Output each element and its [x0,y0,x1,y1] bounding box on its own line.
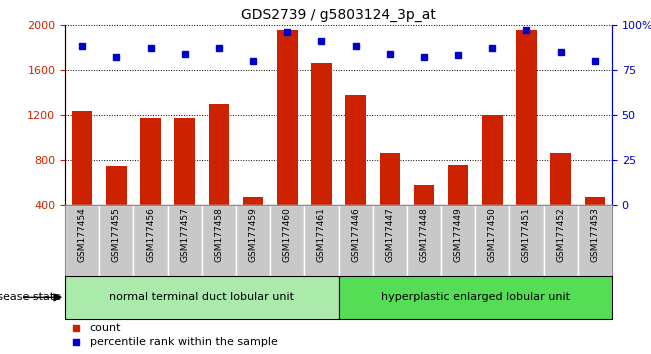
Bar [236,205,270,276]
Bar [441,205,475,276]
Bar [345,95,366,205]
Bar [339,276,612,319]
Text: GSM177459: GSM177459 [249,207,258,262]
Bar [304,205,339,276]
Bar [475,205,509,276]
Text: count: count [90,322,121,332]
Bar [168,205,202,276]
Bar [550,153,571,205]
Bar [72,110,92,205]
Text: hyperplastic enlarged lobular unit: hyperplastic enlarged lobular unit [381,292,570,302]
Text: percentile rank within the sample: percentile rank within the sample [90,337,277,348]
Bar [208,104,229,205]
Text: GSM177446: GSM177446 [351,207,360,262]
Bar [140,119,161,205]
Bar [65,276,339,319]
Text: GSM177460: GSM177460 [283,207,292,262]
Bar [407,205,441,276]
Text: GSM177461: GSM177461 [317,207,326,262]
Text: GSM177453: GSM177453 [590,207,600,262]
Bar [509,205,544,276]
Bar [65,205,99,276]
Text: GSM177455: GSM177455 [112,207,121,262]
Bar [372,205,407,276]
Bar [339,205,372,276]
Bar [516,30,536,205]
Bar [202,205,236,276]
Text: GSM177452: GSM177452 [556,207,565,262]
Bar [448,165,468,205]
Bar [270,205,304,276]
Text: GSM177454: GSM177454 [77,207,87,262]
Bar [585,198,605,205]
Text: GSM177451: GSM177451 [522,207,531,262]
Text: normal terminal duct lobular unit: normal terminal duct lobular unit [109,292,294,302]
Bar [577,205,612,276]
Bar [482,115,503,205]
Bar [243,198,263,205]
Bar [380,153,400,205]
Bar [413,185,434,205]
Text: disease state: disease state [0,292,65,302]
Text: GSM177456: GSM177456 [146,207,155,262]
Text: GSM177448: GSM177448 [419,207,428,262]
Bar [544,205,577,276]
Bar [174,119,195,205]
Text: GSM177458: GSM177458 [214,207,223,262]
Bar [311,63,331,205]
Text: GSM177457: GSM177457 [180,207,189,262]
Text: GSM177449: GSM177449 [454,207,463,262]
Title: GDS2739 / g5803124_3p_at: GDS2739 / g5803124_3p_at [241,8,436,22]
Bar [99,205,133,276]
Bar [133,205,168,276]
Bar [106,166,126,205]
Text: GSM177447: GSM177447 [385,207,395,262]
Bar [277,30,298,205]
Text: GSM177450: GSM177450 [488,207,497,262]
